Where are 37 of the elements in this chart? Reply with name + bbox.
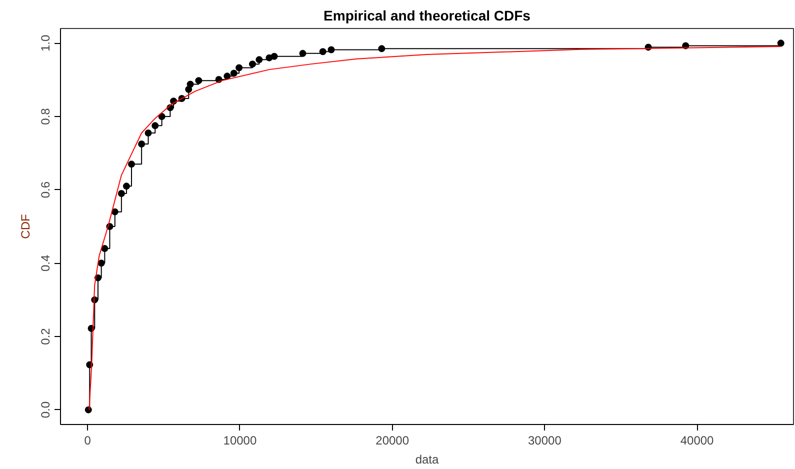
x-tick-label: 20000 — [376, 434, 410, 448]
point — [152, 122, 159, 130]
y-tick-label: 0.2 — [38, 328, 52, 345]
point — [98, 260, 105, 267]
point — [101, 245, 108, 252]
point — [248, 60, 256, 68]
y-tick-label: 0.8 — [38, 108, 52, 125]
point — [224, 72, 231, 80]
y-axis-title: CDF — [18, 214, 32, 239]
point — [270, 52, 278, 60]
point — [118, 190, 125, 197]
point — [378, 45, 386, 52]
point — [128, 160, 135, 168]
point — [138, 140, 146, 148]
x-tick-label: 30000 — [528, 434, 562, 448]
point — [186, 80, 194, 88]
point — [230, 70, 238, 77]
y-tick-label: 0.4 — [38, 254, 52, 272]
y-tick-label: 0.6 — [38, 181, 52, 198]
point — [122, 182, 130, 190]
x-tick-label: 0 — [84, 434, 92, 448]
point — [256, 56, 263, 64]
x-axis-title: data — [415, 452, 440, 466]
point — [195, 77, 202, 84]
x-tick-label: 40000 — [680, 434, 714, 448]
chart-title: Empirical and theoretical CDFs — [324, 8, 531, 24]
point — [84, 406, 92, 414]
point — [144, 130, 152, 136]
y-tick-label: 0.0 — [38, 401, 52, 418]
point — [158, 113, 166, 120]
point — [299, 50, 306, 57]
y-tick-label: 1.0 — [38, 34, 52, 52]
point — [777, 40, 784, 47]
point — [328, 46, 335, 54]
point — [319, 48, 326, 56]
x-tick-label: 10000 — [223, 434, 257, 448]
point — [236, 64, 243, 72]
